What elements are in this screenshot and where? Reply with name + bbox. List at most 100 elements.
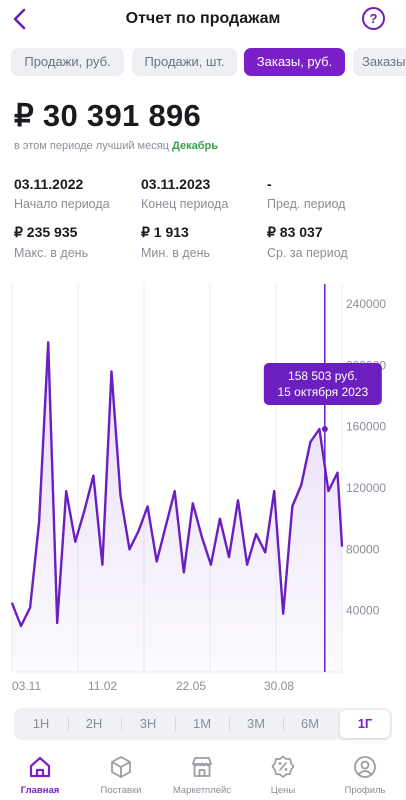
stat-value: ₽ 1 913 — [141, 224, 189, 240]
data-point — [201, 536, 203, 538]
tab-sales-rub[interactable]: Продажи, руб. — [11, 48, 124, 76]
help-button[interactable]: ? — [362, 7, 385, 30]
box-icon — [111, 756, 131, 778]
stat-label: Пред. период — [267, 197, 346, 211]
bottom-navigation: Главная Поставки Маркетплейс Цены Пр — [0, 748, 406, 800]
x-tick-label: 22.05 — [176, 679, 206, 693]
data-point — [327, 490, 330, 492]
divider — [229, 717, 230, 731]
nav-label: Цены — [270, 785, 296, 796]
period-6m[interactable]: 6М — [300, 716, 320, 731]
tab-orders[interactable]: Заказы — [353, 48, 406, 76]
data-point — [173, 490, 176, 492]
home-icon — [29, 756, 51, 778]
stat-period-start: 03.11.2022 Начало периода — [14, 176, 110, 211]
x-tick-label: 30.08 — [264, 679, 294, 693]
period-3w[interactable]: 3Н — [139, 716, 157, 731]
stat-period-end: 03.11.2023 Конец периода — [141, 176, 228, 211]
series-line — [10, 341, 344, 628]
nav-label: Маркетплейс — [172, 785, 232, 796]
nav-prices[interactable]: Цены — [243, 754, 323, 796]
data-point — [155, 560, 158, 563]
period-1w[interactable]: 1Н — [32, 716, 50, 731]
data-point — [119, 494, 122, 497]
nav-marketplace[interactable]: Маркетплейс — [162, 754, 242, 796]
orders-area-chart[interactable]: 240000200000160000120000800004000003.111… — [0, 282, 406, 694]
page-title: Отчет по продажам — [125, 10, 281, 27]
data-point — [291, 505, 294, 508]
data-point — [318, 428, 321, 430]
data-point — [264, 551, 267, 554]
best-month-value: Декабрь — [172, 140, 219, 152]
y-tick-label: 80000 — [346, 542, 380, 556]
y-tick-label: 120000 — [346, 481, 386, 495]
data-point — [309, 441, 312, 443]
data-point — [83, 510, 86, 512]
data-point — [65, 490, 67, 492]
tooltip-value: 158 503 руб. — [288, 369, 358, 383]
data-point — [101, 563, 104, 566]
profile-icon — [354, 756, 376, 778]
stat-label: Мин. в день — [141, 246, 211, 260]
data-point — [255, 533, 257, 535]
nav-profile[interactable]: Профиль — [325, 754, 405, 796]
data-point — [282, 612, 285, 615]
y-tick-label: 40000 — [346, 604, 380, 618]
data-point — [336, 471, 339, 474]
percent-tag-icon — [271, 755, 295, 778]
metric-tabs: Продажи, руб. Продажи, шт. Заказы, руб. … — [0, 48, 406, 78]
stat-prev-period: - Пред. период — [267, 176, 345, 211]
header: Отчет по продажам ? — [0, 0, 406, 40]
stat-min-day: ₽ 1 913 Мин. в день — [141, 224, 210, 260]
stat-label: Конец периода — [141, 197, 229, 211]
divider — [68, 717, 69, 731]
stat-value: ₽ 235 935 — [14, 224, 78, 240]
divider — [283, 717, 284, 731]
period-1y[interactable]: 1Г — [340, 710, 390, 738]
data-point — [92, 474, 95, 477]
best-month-note: в этом периоде лучший месяц Декабрь — [14, 140, 218, 152]
stat-value: 03.11.2022 — [14, 176, 84, 192]
stat-value: 03.11.2023 — [141, 176, 211, 192]
series-area — [12, 342, 342, 672]
y-tick-label: 240000 — [346, 297, 386, 311]
data-point — [29, 606, 31, 609]
data-point — [183, 571, 185, 574]
stat-label: Ср. за период — [267, 246, 348, 260]
tab-orders-rub[interactable]: Заказы, руб. — [244, 48, 345, 76]
data-point — [219, 517, 221, 520]
tooltip-point — [321, 425, 328, 432]
stat-label: Начало периода — [14, 197, 110, 211]
stat-label: Макс. в день — [14, 246, 89, 260]
tab-sales-pcs[interactable]: Продажи, шт. — [132, 48, 237, 76]
data-point — [74, 540, 77, 543]
stat-value: - — [267, 176, 272, 192]
back-arrow-icon[interactable] — [8, 6, 32, 32]
data-point — [341, 545, 343, 548]
x-tick-label: 11.02 — [88, 679, 117, 693]
data-point — [110, 370, 113, 373]
data-point — [146, 505, 149, 508]
data-point — [20, 625, 22, 627]
data-point — [47, 341, 49, 344]
period-1m[interactable]: 1М — [192, 716, 212, 731]
nav-home[interactable]: Главная — [0, 754, 80, 796]
y-tick-label: 160000 — [346, 420, 386, 434]
data-point — [192, 502, 194, 505]
period-2w[interactable]: 2Н — [85, 716, 103, 731]
nav-supplies[interactable]: Поставки — [81, 754, 161, 796]
total-amount: ₽ 30 391 896 — [14, 98, 202, 133]
data-point — [228, 556, 230, 558]
data-point — [237, 499, 239, 502]
stat-avg-period: ₽ 83 037 Ср. за период — [267, 224, 348, 260]
nav-label: Профиль — [344, 785, 386, 796]
tooltip-box — [263, 362, 382, 405]
data-point — [128, 548, 131, 551]
data-point — [246, 563, 248, 566]
tooltip-date: 15 октября 2023 — [277, 385, 368, 399]
divider — [121, 717, 122, 731]
data-point — [273, 490, 276, 492]
divider — [175, 717, 176, 731]
period-3m[interactable]: 3М — [246, 716, 266, 731]
data-point — [210, 563, 212, 566]
